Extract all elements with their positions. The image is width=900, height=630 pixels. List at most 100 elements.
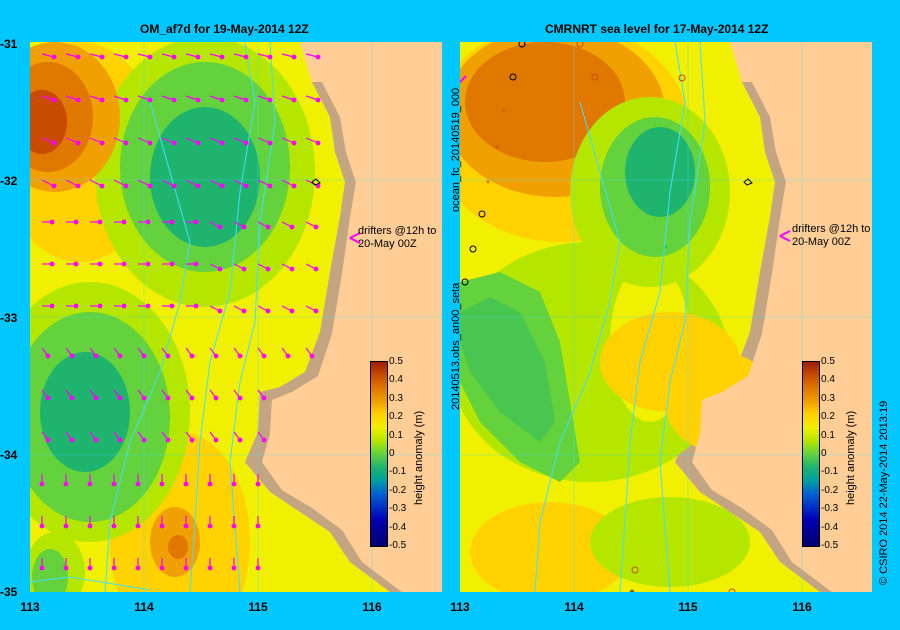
- drifter-arrow-head: [111, 523, 117, 529]
- drifter-arrow-head: [165, 353, 171, 359]
- drifter-arrow-head: [159, 523, 165, 529]
- colorbar-tick-label: -0.4: [389, 521, 407, 533]
- drifter-arrow-head: [219, 183, 225, 189]
- drifter-arrow-head: [73, 261, 79, 267]
- drifter-arrow-head: [51, 183, 57, 189]
- drifter-arrow-head: [69, 437, 75, 443]
- drifter-arrow-head: [265, 308, 271, 314]
- drifter-arrow-head: [255, 565, 261, 571]
- drifter-arrow-head: [147, 97, 153, 103]
- colorbar-tick-label: 0.5: [389, 356, 403, 367]
- drifter-arrow-head: [291, 140, 297, 146]
- credit-text: © CSIRO 2014 22-May-2014 2013:19: [878, 400, 890, 585]
- drifter-arrow-head: [289, 224, 295, 230]
- svg-text:*: *: [502, 108, 506, 119]
- drifter-arrow-head: [123, 140, 129, 146]
- drifter-arrow-head: [261, 395, 267, 401]
- drifter-arrow-head: [231, 481, 237, 487]
- lon-tick-label: 116: [792, 600, 812, 614]
- right-height-anomaly-field: * * * *: [460, 42, 872, 592]
- drifter-arrow-head: [97, 219, 103, 225]
- drifter-arrow-head: [99, 140, 105, 146]
- drifter-arrow-head: [171, 97, 177, 103]
- drifter-arrow-head: [241, 308, 247, 314]
- drifter-arrow-head: [111, 481, 117, 487]
- drifter-arrow-head: [193, 261, 199, 267]
- drifter-arrow-head: [195, 183, 201, 189]
- drifter-arrow-head: [189, 353, 195, 359]
- drifter-arrow-head: [313, 308, 319, 314]
- drifter-arrow-head: [267, 54, 273, 60]
- colorbar-tick-label: 0.2: [821, 411, 835, 423]
- drifter-arrow-head: [267, 140, 273, 146]
- colorbar-tick-label: 0.2: [389, 411, 403, 423]
- drifter-arrow-head: [45, 353, 51, 359]
- lon-tick-label: 115: [678, 600, 698, 614]
- drifter-arrow-head: [219, 140, 225, 146]
- drifter-arrow-head: [171, 54, 177, 60]
- drifter-arrow-head: [93, 437, 99, 443]
- colorbar-tick-label: 0.1: [389, 429, 403, 441]
- drifter-arrow-head: [267, 97, 273, 103]
- drifter-arrow-head: [267, 183, 273, 189]
- colorbar-tick-label: -0.2: [821, 484, 839, 496]
- drifter-arrow-head: [69, 353, 75, 359]
- colorbar-tick-label: -0.2: [389, 484, 407, 496]
- observation-markers: [461, 42, 736, 592]
- left-map-panel: [30, 42, 442, 592]
- drifter-arrow-head: [171, 140, 177, 146]
- drifter-arrow-head: [171, 183, 177, 189]
- drifter-arrow-head: [219, 97, 225, 103]
- drifter-arrow-head: [255, 523, 261, 529]
- drifter-arrow-head: [145, 261, 151, 267]
- drifter-arrow-head: [285, 353, 291, 359]
- drifter-arrow-head: [49, 219, 55, 225]
- lon-tick-label: 113: [450, 600, 470, 614]
- drifter-arrow-head: [219, 54, 225, 60]
- drifter-arrow-head: [243, 54, 249, 60]
- drifter-arrow-head: [217, 266, 223, 272]
- drifter-arrow-head: [241, 266, 247, 272]
- colorbar-tick-label: 0: [389, 448, 395, 459]
- drifter-arrow-head: [123, 97, 129, 103]
- colorbar-right-label: height anomaly (m): [845, 410, 857, 505]
- drifter-pointer-arrow: [779, 230, 791, 242]
- colorbar-tick-label: -0.4: [821, 521, 839, 533]
- svg-text:*: *: [495, 144, 499, 155]
- drifter-arrow-head: [315, 140, 321, 146]
- drifter-arrow-head: [309, 353, 315, 359]
- observation-analysis-label: 20140513.obs_an00_seta: [450, 282, 462, 410]
- drifter-arrow-head: [193, 303, 199, 309]
- drifter-arrow-head: [147, 140, 153, 146]
- lon-tick-label: 114: [134, 600, 154, 614]
- drifter-arrow-head: [73, 303, 79, 309]
- drifter-arrow-head: [69, 395, 75, 401]
- drifter-arrow-head: [99, 183, 105, 189]
- drifter-arrow-head: [207, 481, 213, 487]
- drifter-arrow-head: [315, 97, 321, 103]
- drifter-arrow-head: [87, 481, 93, 487]
- drifter-arrow-head: [141, 437, 147, 443]
- drifter-arrow-head: [243, 183, 249, 189]
- lon-tick-label: 115: [248, 600, 268, 614]
- drifter-arrow-head: [117, 353, 123, 359]
- drifter-arrow-head: [169, 219, 175, 225]
- drifter-pointer-arrow: [349, 232, 361, 244]
- drifter-arrow-head: [189, 437, 195, 443]
- drifter-arrow-head: [291, 97, 297, 103]
- right-map-panel: * * * *: [460, 42, 872, 592]
- drifter-arrow-head: [237, 395, 243, 401]
- drifter-arrow-head: [291, 54, 297, 60]
- lon-tick-label: 113: [20, 600, 40, 614]
- drifter-arrow-head: [213, 353, 219, 359]
- lat-tick-label: -32: [0, 174, 18, 188]
- drifter-arrow-head: [87, 565, 93, 571]
- lat-tick-label: -35: [0, 585, 18, 599]
- drifter-arrow-head: [99, 97, 105, 103]
- drifter-arrow-head: [255, 481, 261, 487]
- right-map-title: CMRNRT sea level for 17-May-2014 12Z: [545, 22, 769, 36]
- drifter-arrow-head: [93, 395, 99, 401]
- drifter-arrow-head: [49, 303, 55, 309]
- drifter-arrow-head: [243, 97, 249, 103]
- colorbar-tick-label: 0.3: [821, 392, 835, 404]
